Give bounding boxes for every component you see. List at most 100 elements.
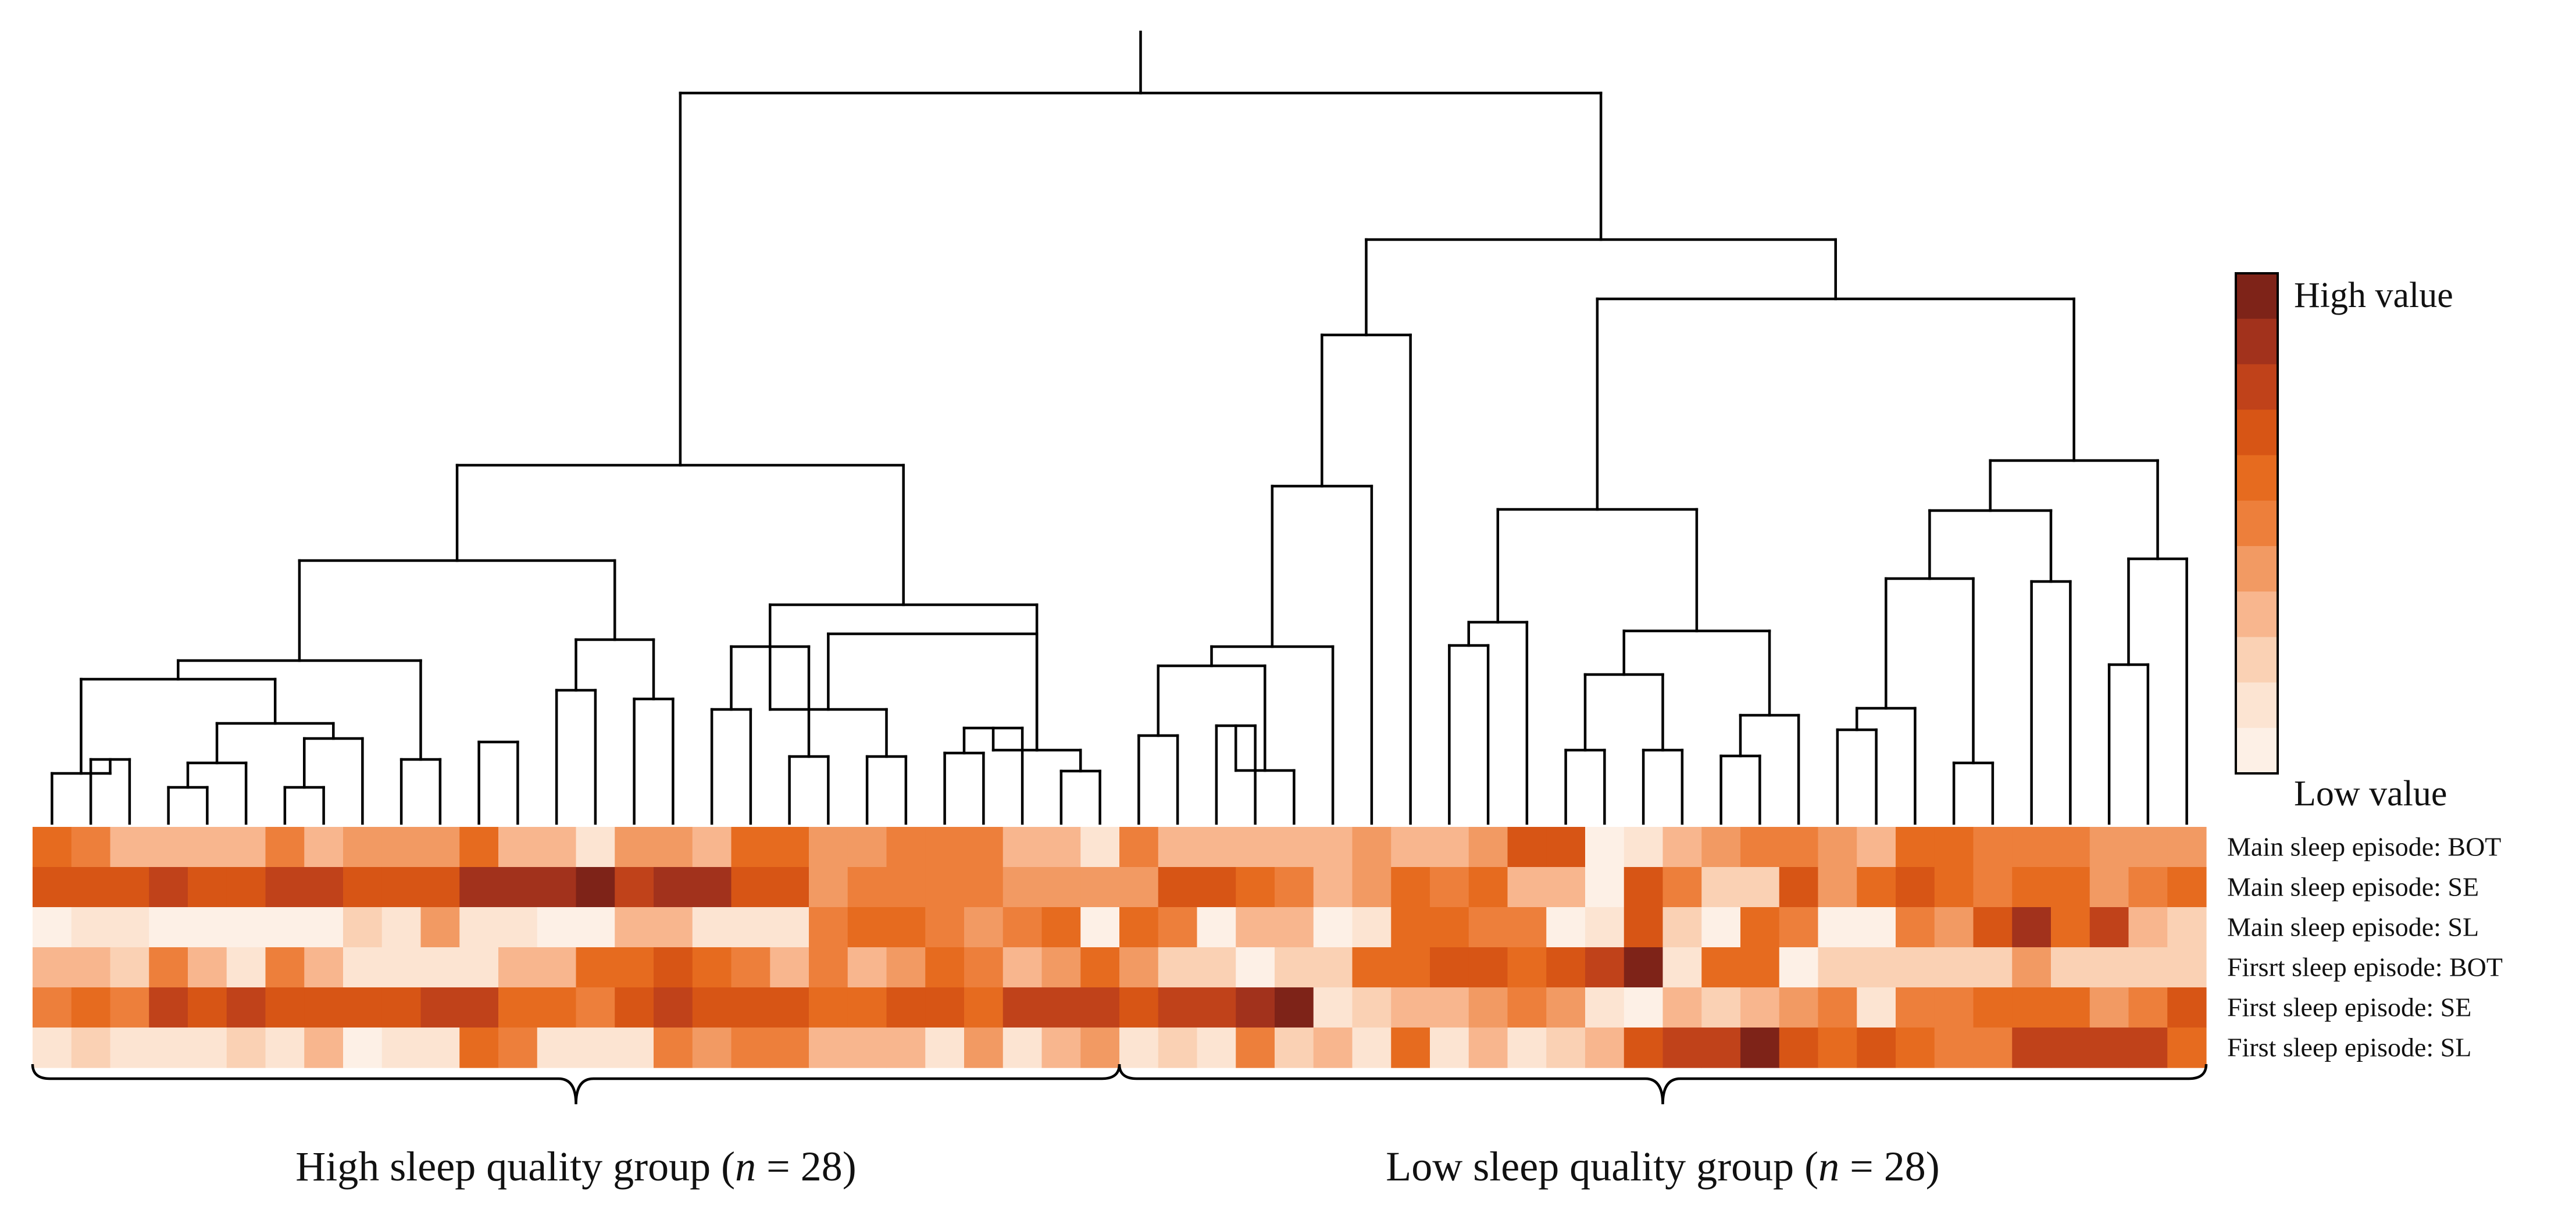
heatmap-cell xyxy=(1080,827,1120,868)
heatmap-cell xyxy=(381,907,422,948)
dendrogram xyxy=(51,30,2188,825)
heatmap-cell xyxy=(1896,987,1935,1028)
heatmap-cell xyxy=(2051,827,2090,868)
heatmap-cell xyxy=(2089,1028,2129,1068)
heatmap-cell xyxy=(1818,1028,1857,1068)
heatmap-cell xyxy=(654,1028,693,1068)
heatmap-cell xyxy=(1197,987,1236,1028)
heatmap-cell xyxy=(537,1028,577,1068)
heatmap-cell xyxy=(2167,1028,2207,1068)
heatmap-cell xyxy=(1158,947,1198,988)
heatmap-cell xyxy=(1857,947,1896,988)
heatmap-cell xyxy=(343,987,383,1028)
heatmap-cell xyxy=(809,947,848,988)
heatmap-cell xyxy=(33,907,72,948)
legend-high-label: High value xyxy=(2294,276,2453,315)
heatmap-cell xyxy=(1934,867,1974,908)
heatmap-cell xyxy=(1740,827,1780,868)
heatmap-cell xyxy=(1507,947,1547,988)
heatmap-cell xyxy=(1546,987,1586,1028)
heatmap-cell xyxy=(1391,907,1430,948)
heatmap-cell xyxy=(1818,947,1857,988)
color-legend: High value Low value xyxy=(2235,272,2453,814)
heatmap-cell xyxy=(343,947,383,988)
heatmap-cell xyxy=(1197,907,1236,948)
heatmap-cell xyxy=(2128,827,2168,868)
heatmap-cell xyxy=(265,1028,305,1068)
heatmap-cell xyxy=(925,947,965,988)
heatmap-cell xyxy=(692,947,732,988)
heatmap-cell xyxy=(964,827,1004,868)
heatmap-cell xyxy=(925,907,965,948)
heatmap-cell xyxy=(2089,827,2129,868)
heatmap-cell xyxy=(770,867,809,908)
heatmap-cell xyxy=(576,867,615,908)
heatmap-cell xyxy=(731,907,770,948)
heatmap-cell xyxy=(420,907,460,948)
heatmap-cell xyxy=(343,907,383,948)
heatmap-cell xyxy=(1546,867,1586,908)
heatmap-cell xyxy=(304,867,344,908)
heatmap-cell xyxy=(498,987,538,1028)
heatmap-cell xyxy=(226,1028,266,1068)
heatmap-cell xyxy=(498,947,538,988)
heatmap-cell xyxy=(1158,827,1198,868)
heatmap-cell xyxy=(2012,867,2051,908)
heatmap-cell xyxy=(1701,827,1741,868)
heatmap-cell xyxy=(1701,947,1741,988)
heatmap-cell xyxy=(1779,827,1819,868)
heatmap-cell xyxy=(1585,827,1625,868)
heatmap-cell xyxy=(731,947,770,988)
heatmap-cell xyxy=(149,907,188,948)
heatmap-cell xyxy=(343,1028,383,1068)
heatmap-cell xyxy=(1430,947,1469,988)
heatmap-cell xyxy=(1973,867,2013,908)
heatmap-cell xyxy=(537,827,577,868)
heatmap-cell xyxy=(498,907,538,948)
heatmap-cell xyxy=(809,1028,848,1068)
heatmap-cell xyxy=(2051,907,2090,948)
heatmap-cell xyxy=(304,907,344,948)
heatmap-cell xyxy=(1236,1028,1275,1068)
heatmap-cell xyxy=(2128,907,2168,948)
heatmap-cell xyxy=(1391,827,1430,868)
heatmap-cell xyxy=(925,867,965,908)
heatmap-cell xyxy=(615,1028,654,1068)
heatmap-cell xyxy=(1585,987,1625,1028)
heatmap-cell xyxy=(1119,947,1159,988)
heatmap-cell xyxy=(809,907,848,948)
heatmap-cell xyxy=(654,947,693,988)
heatmap-cell xyxy=(1430,907,1469,948)
legend-swatch xyxy=(2236,682,2278,729)
heatmap-cell xyxy=(304,947,344,988)
heatmap-cell xyxy=(886,1028,926,1068)
heatmap-cell xyxy=(265,907,305,948)
heatmap-cell xyxy=(381,1028,422,1068)
heatmap-cell xyxy=(226,827,266,868)
heatmap-cell xyxy=(1740,947,1780,988)
heatmap-cell xyxy=(731,1028,770,1068)
heatmap-cell xyxy=(2128,867,2168,908)
heatmap-cell xyxy=(1779,1028,1819,1068)
heatmap-cell xyxy=(1313,987,1353,1028)
heatmap-cell xyxy=(2167,827,2207,868)
heatmap-cell xyxy=(1896,867,1935,908)
heatmap-cell xyxy=(809,867,848,908)
heatmap-cell xyxy=(1119,907,1159,948)
heatmap-cell xyxy=(692,1028,732,1068)
heatmap-cell xyxy=(1119,987,1159,1028)
heatmap-cell xyxy=(1468,907,1508,948)
heatmap-cell xyxy=(1973,907,2013,948)
heatmap-cell xyxy=(1507,907,1547,948)
heatmap-cell xyxy=(1002,947,1043,988)
heatmap-cell xyxy=(149,1028,188,1068)
heatmap-cell xyxy=(498,1028,538,1068)
heatmap-cell xyxy=(1624,907,1664,948)
heatmap-cell xyxy=(1740,1028,1780,1068)
heatmap-cell xyxy=(1002,987,1043,1028)
heatmap-cell xyxy=(1391,867,1430,908)
row-label: Main sleep episode: BOT xyxy=(2227,832,2501,862)
heatmap-cell xyxy=(2128,1028,2168,1068)
heatmap-cell xyxy=(71,947,111,988)
heatmap-cell xyxy=(925,827,965,868)
